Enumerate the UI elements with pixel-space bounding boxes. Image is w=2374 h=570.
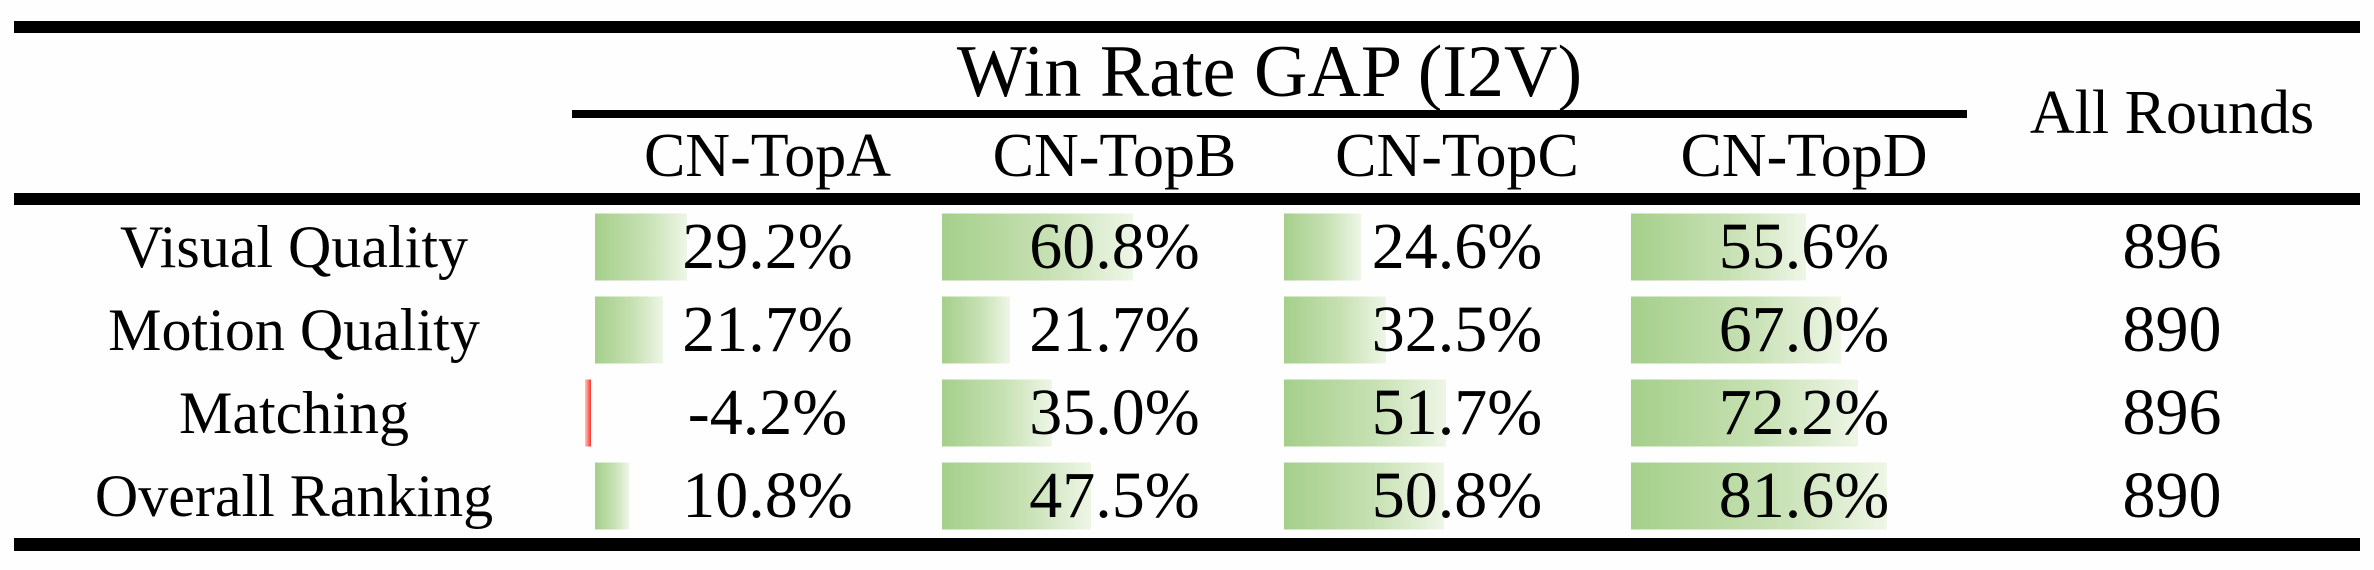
winrate-value: 72.2% [1718, 376, 1890, 450]
metric-label: Matching [179, 380, 409, 447]
winrate-value: 81.6% [1718, 459, 1890, 533]
winrate-value: 51.7% [1371, 376, 1543, 450]
positive-data-bar [1631, 213, 1806, 281]
column-header-cn-topb: CN-TopB [992, 121, 1237, 190]
winrate-cell: 55.6% [1631, 205, 1977, 288]
positive-data-bar [1631, 379, 1858, 447]
winrate-cell: 21.7% [595, 288, 940, 371]
winrate-cell: 72.2% [1631, 372, 1977, 455]
positive-data-bar [942, 296, 1010, 364]
positive-data-bar [1284, 213, 1361, 281]
winrate-cell: 10.8% [595, 455, 940, 538]
all-rounds-value: 890 [2122, 459, 2222, 533]
table-row: Visual Quality 29.2% 60.8% 24.6% 55.6% 896 [0, 205, 2374, 288]
winrate-value: 21.7% [682, 292, 853, 366]
winrate-cell: -4.2% [585, 372, 940, 455]
group-header-underline [572, 110, 1967, 118]
winrate-cell: 67.0% [1631, 288, 1977, 371]
table-row: Motion Quality 21.7% 21.7% 32.5% 67.0% 890 [0, 288, 2374, 371]
header-bottom-rule [14, 193, 2360, 205]
winrate-value: 67.0% [1718, 292, 1890, 366]
winrate-cell: 60.8% [942, 205, 1287, 288]
positive-data-bar [942, 462, 1091, 530]
winrate-value: 24.6% [1371, 209, 1543, 283]
metric-label: Overall Ranking [94, 463, 494, 530]
winrate-cell: 51.7% [1284, 372, 1630, 455]
table-body: Visual Quality 29.2% 60.8% 24.6% 55.6% 896 Mot… [0, 205, 2374, 538]
winrate-value: 55.6% [1718, 209, 1890, 283]
winrate-cell: 24.6% [1284, 205, 1630, 288]
winrate-value: 50.8% [1371, 459, 1543, 533]
winrate-cell: 47.5% [942, 455, 1287, 538]
negative-data-bar [585, 379, 591, 447]
table-top-rule [14, 21, 2360, 33]
winrate-value: 35.0% [1029, 376, 1200, 450]
table-row: Overall Ranking 10.8% 47.5% 50.8% 81.6% 890 [0, 455, 2374, 538]
table-row: Matching -4.2% 35.0% 51.7% 72.2% 896 [0, 372, 2374, 455]
positive-data-bar [1284, 379, 1446, 447]
column-header-cn-topa: CN-TopA [643, 121, 892, 190]
positive-data-bar [1284, 296, 1386, 364]
metric-label: Motion Quality [108, 296, 480, 363]
all-rounds-value: 896 [2122, 376, 2222, 450]
positive-data-bar [942, 213, 1133, 281]
winrate-value: 10.8% [682, 459, 853, 533]
winrate-value: 60.8% [1029, 209, 1200, 283]
winrate-cell: 21.7% [942, 288, 1287, 371]
positive-data-bar [1631, 462, 1887, 530]
all-rounds-value: 896 [2122, 209, 2222, 283]
positive-data-bar [595, 213, 687, 281]
winrate-cell: 81.6% [1631, 455, 1977, 538]
winrate-cell: 29.2% [595, 205, 940, 288]
metric-label: Visual Quality [119, 213, 469, 280]
positive-data-bar [1284, 462, 1444, 530]
winrate-cell: 32.5% [1284, 288, 1630, 371]
column-header-cn-topd: CN-TopD [1680, 121, 1928, 190]
group-header-title: Win Rate GAP (I2V) [956, 30, 1583, 113]
positive-data-bar [595, 462, 629, 530]
positive-data-bar [1631, 296, 1841, 364]
winrate-value: 21.7% [1029, 292, 1200, 366]
positive-data-bar [942, 379, 1052, 447]
winrate-value: 47.5% [1029, 459, 1200, 533]
winrate-value: 32.5% [1371, 292, 1543, 366]
winrate-cell: 35.0% [942, 372, 1287, 455]
column-header-all-rounds: All Rounds [2029, 79, 2315, 147]
column-header-cn-topc: CN-TopC [1335, 121, 1579, 190]
winrate-value: -4.2% [687, 376, 848, 450]
all-rounds-value: 890 [2122, 292, 2222, 366]
table-bottom-rule [14, 538, 2360, 551]
positive-data-bar [595, 296, 663, 364]
winrate-value: 29.2% [682, 209, 853, 283]
winrate-cell: 50.8% [1284, 455, 1630, 538]
